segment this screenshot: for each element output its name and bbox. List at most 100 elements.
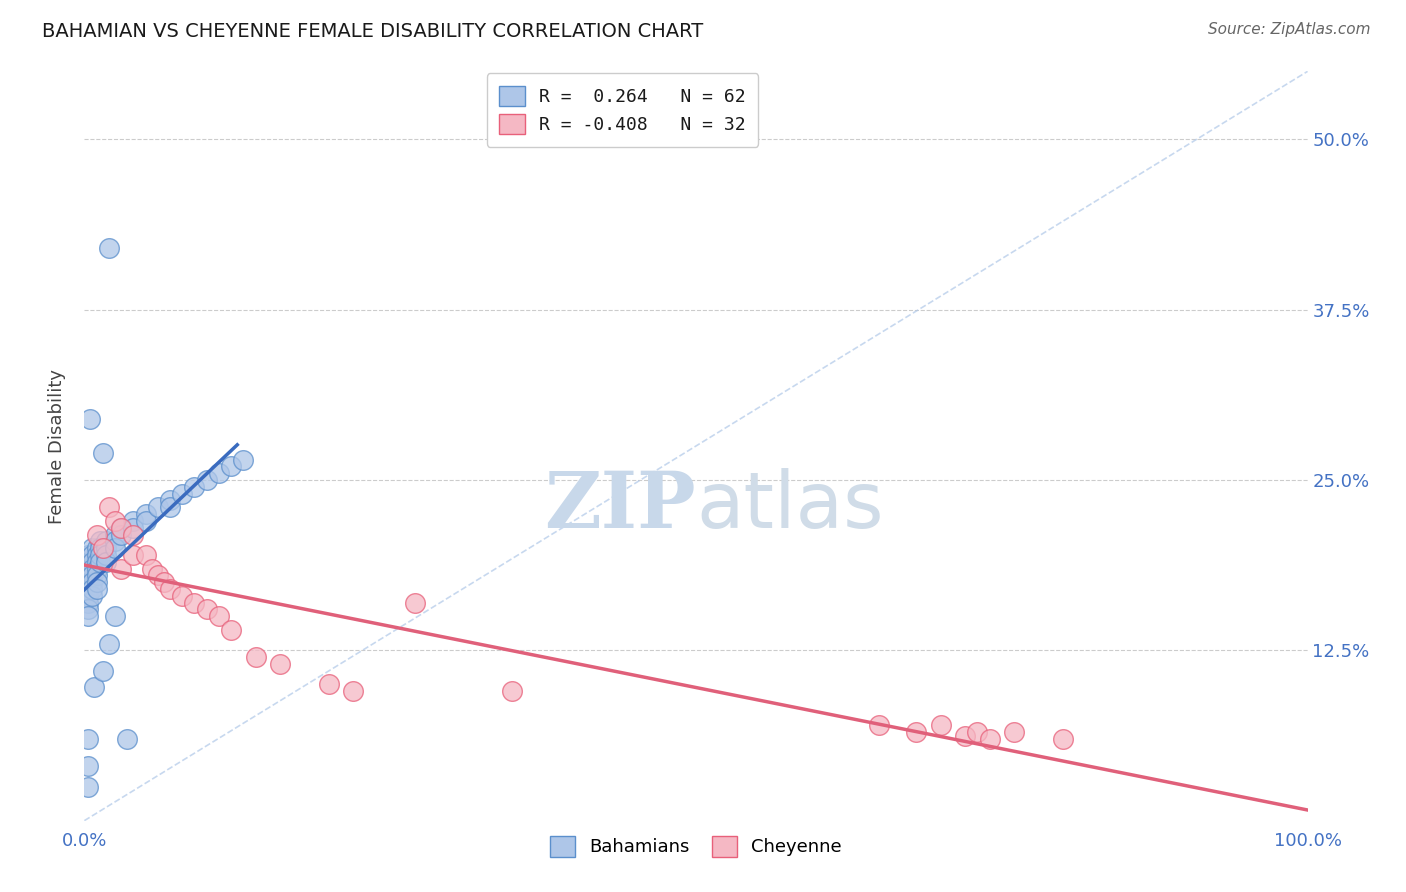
Point <box>1002 725 1025 739</box>
Point <box>89 548 111 562</box>
Point <box>104 514 127 528</box>
Point <box>91 664 114 678</box>
Point <box>86 568 108 582</box>
Point <box>122 527 145 541</box>
Point <box>172 589 194 603</box>
Point <box>77 780 100 794</box>
Point <box>80 568 103 582</box>
Point <box>135 507 157 521</box>
Point <box>195 473 218 487</box>
Point <box>104 541 127 556</box>
Point <box>96 541 118 556</box>
Point <box>141 561 163 575</box>
Point <box>77 731 100 746</box>
Point <box>929 718 952 732</box>
Point <box>110 521 132 535</box>
Point <box>80 548 103 562</box>
Point <box>77 568 100 582</box>
Point <box>104 609 127 624</box>
Text: ZIP: ZIP <box>544 468 696 544</box>
Point <box>86 555 108 569</box>
Point <box>83 680 105 694</box>
Point <box>80 575 103 590</box>
Point <box>96 534 118 549</box>
Point <box>159 493 181 508</box>
Point <box>77 596 100 610</box>
Point <box>905 725 928 739</box>
Point <box>80 555 103 569</box>
Point <box>91 541 114 556</box>
Point <box>77 602 100 616</box>
Point <box>159 582 181 596</box>
Point <box>77 759 100 773</box>
Point <box>77 609 100 624</box>
Point <box>208 467 231 481</box>
Point <box>89 534 111 549</box>
Point <box>269 657 291 671</box>
Point <box>183 596 205 610</box>
Point <box>77 575 100 590</box>
Point <box>1052 731 1074 746</box>
Point <box>245 650 267 665</box>
Point <box>183 480 205 494</box>
Point <box>219 459 242 474</box>
Text: BAHAMIAN VS CHEYENNE FEMALE DISABILITY CORRELATION CHART: BAHAMIAN VS CHEYENNE FEMALE DISABILITY C… <box>42 22 703 41</box>
Point <box>122 548 145 562</box>
Point <box>966 725 988 739</box>
Point <box>153 575 176 590</box>
Point <box>135 514 157 528</box>
Point <box>208 609 231 624</box>
Point <box>86 548 108 562</box>
Point <box>953 729 976 743</box>
Point <box>77 548 100 562</box>
Point <box>115 731 138 746</box>
Point <box>77 582 100 596</box>
Point <box>86 561 108 575</box>
Point <box>97 636 120 650</box>
Point <box>96 548 118 562</box>
Point <box>86 541 108 556</box>
Point <box>195 602 218 616</box>
Point <box>110 561 132 575</box>
Point <box>219 623 242 637</box>
Point <box>502 684 524 698</box>
Point <box>110 521 132 535</box>
Point <box>159 500 181 515</box>
Point <box>79 411 101 425</box>
Point <box>91 446 114 460</box>
Point <box>110 527 132 541</box>
Point <box>404 596 426 610</box>
Point <box>979 731 1001 746</box>
Point <box>96 555 118 569</box>
Point <box>135 548 157 562</box>
Point <box>97 500 120 515</box>
Legend: Bahamians, Cheyenne: Bahamians, Cheyenne <box>543 829 849 864</box>
Point <box>172 486 194 500</box>
Point <box>86 582 108 596</box>
Point <box>104 534 127 549</box>
Point <box>104 527 127 541</box>
Point <box>89 555 111 569</box>
Point <box>89 541 111 556</box>
Point <box>80 541 103 556</box>
Point <box>97 242 120 256</box>
Point <box>146 500 169 515</box>
Point <box>342 684 364 698</box>
Point <box>86 527 108 541</box>
Point <box>77 561 100 575</box>
Point <box>146 568 169 582</box>
Point <box>869 718 891 732</box>
Point <box>86 575 108 590</box>
Point <box>80 582 103 596</box>
Y-axis label: Female Disability: Female Disability <box>48 368 66 524</box>
Point <box>122 521 145 535</box>
Point <box>77 555 100 569</box>
Point <box>80 561 103 575</box>
Point <box>122 514 145 528</box>
Text: Source: ZipAtlas.com: Source: ZipAtlas.com <box>1208 22 1371 37</box>
Point <box>80 589 103 603</box>
Text: atlas: atlas <box>696 468 883 544</box>
Point <box>232 452 254 467</box>
Point <box>318 677 340 691</box>
Point <box>77 589 100 603</box>
